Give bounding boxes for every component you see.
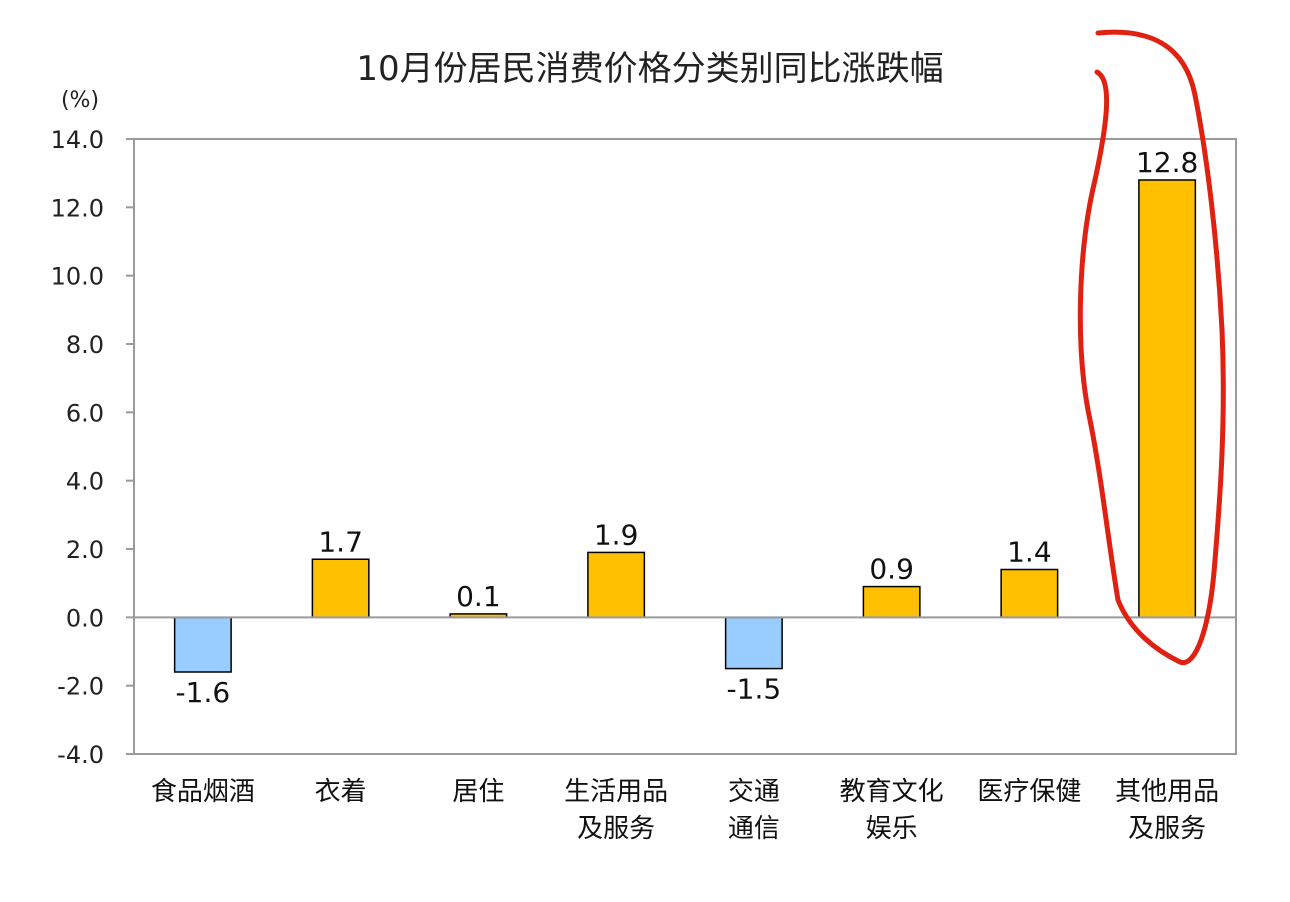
x-tick-label: 生活用品 <box>564 777 668 807</box>
data-label: 1.7 <box>318 525 363 558</box>
x-tick-label: 居住 <box>452 777 504 807</box>
bar <box>311 558 370 619</box>
plot-area-frame <box>133 138 1237 755</box>
bar <box>1000 568 1059 619</box>
bar <box>173 616 232 673</box>
data-label: -1.5 <box>727 673 782 706</box>
y-tick-label: 14.0 <box>51 126 104 154</box>
y-tick-label: 6.0 <box>66 399 104 427</box>
x-tick-label: 衣着 <box>315 777 367 807</box>
data-label: -1.6 <box>176 676 231 709</box>
x-tick-label: 通信 <box>728 814 780 844</box>
x-tick-label: 医疗保健 <box>977 777 1081 807</box>
data-label: 12.8 <box>1136 146 1198 179</box>
x-tick-label: 交通 <box>728 777 780 807</box>
chart-title: 10月份居民消费价格分类别同比涨跌幅 <box>356 49 943 89</box>
x-tick-label: 教育文化 <box>840 777 944 807</box>
y-tick-label: -4.0 <box>57 741 104 769</box>
bars-group: -1.6 1.7 0.1 1.9 -1.5 0.9 1.4 12.8 <box>173 146 1198 709</box>
y-unit-label: (%) <box>61 88 99 113</box>
data-label: 1.9 <box>594 518 639 551</box>
y-tick-label: 0.0 <box>66 604 104 632</box>
data-label: 0.9 <box>869 553 914 586</box>
x-tick-label: 及服务 <box>1128 814 1206 844</box>
annotation-red-circle <box>1077 29 1226 666</box>
y-tick-label: 4.0 <box>66 468 104 496</box>
bar <box>862 585 921 619</box>
x-tick-label: 娱乐 <box>866 814 918 844</box>
x-tick-label: 及服务 <box>577 814 655 844</box>
data-label: 0.1 <box>456 580 501 613</box>
y-tick-label: 2.0 <box>66 536 104 564</box>
y-tick-label: 12.0 <box>51 194 104 222</box>
y-tick-label: 10.0 <box>51 263 104 291</box>
y-tick-label: 8.0 <box>66 331 104 359</box>
y-tick-label: -2.0 <box>57 673 104 701</box>
bar <box>587 551 646 619</box>
y-axis: 14.0 12.0 10.0 8.0 6.0 4.0 2.0 0.0 -2.0 -4.0 <box>51 126 134 769</box>
data-label: 1.4 <box>1007 536 1052 569</box>
x-tick-label: 其他用品 <box>1115 777 1219 807</box>
bar <box>724 616 783 670</box>
x-tick-label: 食品烟酒 <box>151 777 255 807</box>
bar <box>1138 179 1197 619</box>
